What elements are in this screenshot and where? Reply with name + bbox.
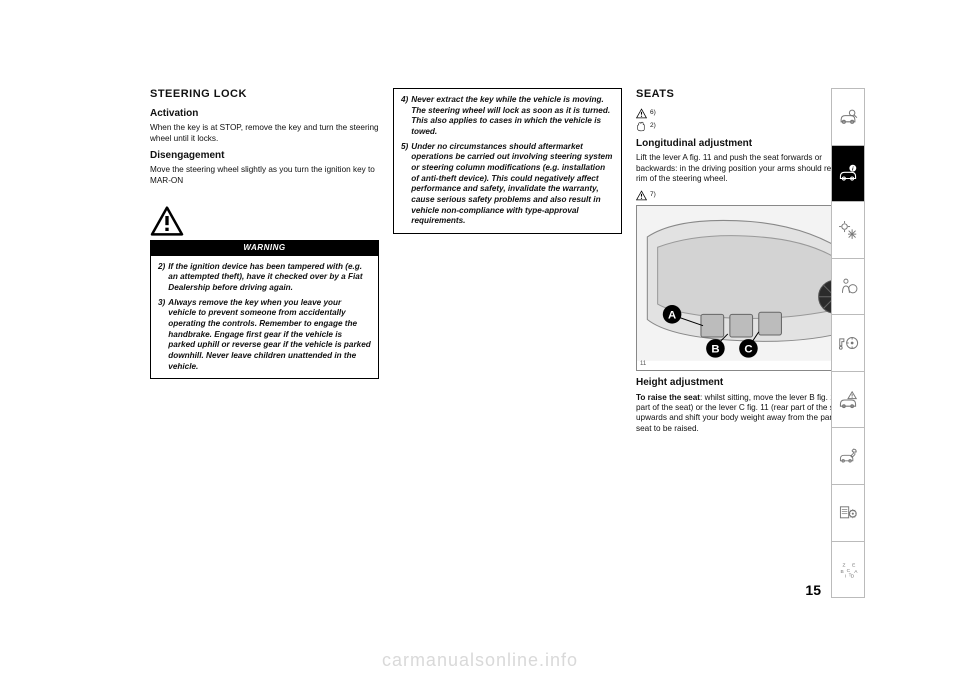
tab-technical-data[interactable] — [831, 484, 865, 541]
column-1: STEERING LOCK Activation When the key is… — [150, 88, 379, 440]
tab-emergency[interactable] — [831, 371, 865, 428]
svg-text:A: A — [668, 309, 676, 321]
tab-car-info[interactable]: i — [831, 145, 865, 202]
figure-caption: 11 F1A0021 — [637, 361, 864, 371]
heading-disengagement: Disengagement — [150, 150, 379, 163]
svg-text:I: I — [845, 574, 846, 580]
warning-item: 2) If the ignition device has been tampe… — [158, 262, 371, 294]
tab-index[interactable]: ZEBAIDCT — [831, 541, 865, 599]
tab-starting[interactable] — [831, 314, 865, 371]
tab-safety[interactable] — [831, 258, 865, 315]
svg-text:E: E — [852, 563, 855, 569]
warning-item: 4) Never extract the key while the vehic… — [401, 95, 614, 138]
warning-small-icon — [636, 108, 647, 119]
warning-item: 5) Under no circumstances should afterma… — [401, 142, 614, 227]
warning-box-2: 4) Never extract the key while the vehic… — [393, 88, 622, 234]
page-number: 15 — [805, 582, 821, 598]
watermark: carmanualsonline.info — [0, 650, 960, 671]
tab-climate[interactable] — [831, 201, 865, 258]
heading-steering-lock: STEERING LOCK — [150, 88, 379, 102]
svg-text:D: D — [851, 574, 855, 580]
warning-item: 3) Always remove the key when you leave … — [158, 298, 371, 373]
svg-text:C: C — [744, 344, 752, 356]
tab-car-search[interactable] — [831, 88, 865, 145]
svg-text:B: B — [840, 569, 843, 575]
columns: STEERING LOCK Activation When the key is… — [150, 88, 865, 440]
warning-label: WARNING — [150, 240, 379, 256]
warning-box-1: 2) If the ignition device has been tampe… — [150, 256, 379, 380]
warning-triangle-icon — [150, 206, 379, 236]
hand-small-icon — [636, 121, 647, 132]
column-2: 4) Never extract the key while the vehic… — [393, 88, 622, 440]
svg-text:A: A — [854, 569, 858, 575]
heading-activation: Activation — [150, 108, 379, 121]
svg-text:B: B — [711, 344, 719, 356]
warning-small-icon — [636, 190, 647, 201]
svg-text:Z: Z — [843, 563, 846, 569]
manual-page: STEERING LOCK Activation When the key is… — [150, 88, 865, 598]
para-disengagement: Move the steering wheel slightly as you … — [150, 165, 379, 186]
section-tab-sidebar: i ZEBAIDCT — [831, 88, 865, 598]
tab-maintenance[interactable] — [831, 427, 865, 484]
para-activation: When the key is at STOP, remove the key … — [150, 123, 379, 144]
